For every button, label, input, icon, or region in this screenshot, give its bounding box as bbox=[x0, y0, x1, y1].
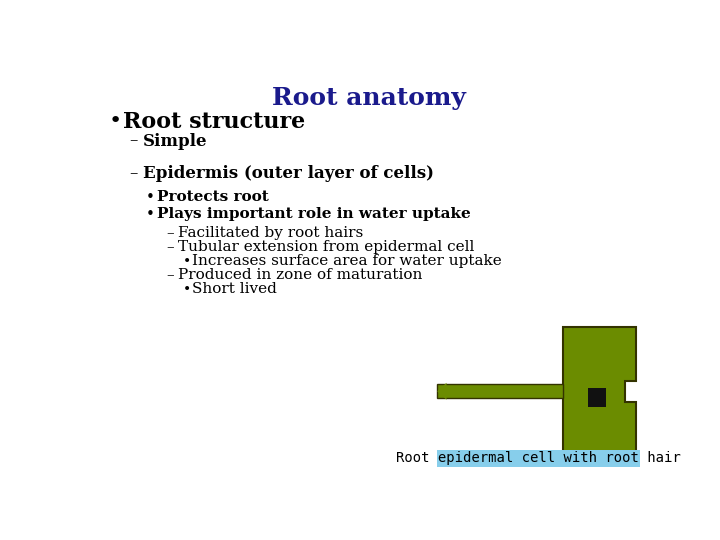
Text: –: – bbox=[129, 132, 137, 150]
Text: –: – bbox=[129, 165, 137, 182]
Text: –: – bbox=[166, 226, 174, 240]
Text: •: • bbox=[183, 254, 192, 268]
Text: Plays important role in water uptake: Plays important role in water uptake bbox=[157, 207, 470, 221]
Text: •: • bbox=[145, 207, 155, 222]
Text: •: • bbox=[109, 111, 122, 131]
Text: Facilitated by root hairs: Facilitated by root hairs bbox=[179, 226, 364, 240]
Text: Root epidermal cell with root hair: Root epidermal cell with root hair bbox=[396, 451, 681, 465]
Text: –: – bbox=[166, 240, 174, 254]
Text: Simple: Simple bbox=[143, 132, 207, 150]
Text: Short lived: Short lived bbox=[192, 282, 277, 296]
Bar bbox=[588, 388, 606, 407]
Text: Root structure: Root structure bbox=[122, 111, 305, 133]
Text: Produced in zone of maturation: Produced in zone of maturation bbox=[179, 268, 423, 282]
Text: •: • bbox=[145, 190, 155, 205]
Text: –: – bbox=[166, 268, 174, 282]
Bar bbox=[437, 450, 640, 467]
Text: Root anatomy: Root anatomy bbox=[272, 86, 466, 110]
Text: •: • bbox=[183, 282, 192, 296]
Polygon shape bbox=[563, 327, 636, 461]
Text: Protects root: Protects root bbox=[157, 190, 269, 204]
Bar bbox=[437, 384, 563, 398]
Text: Tubular extension from epidermal cell: Tubular extension from epidermal cell bbox=[179, 240, 474, 254]
Text: Epidermis (outer layer of cells): Epidermis (outer layer of cells) bbox=[143, 165, 433, 182]
Polygon shape bbox=[437, 383, 446, 400]
Text: Increases surface area for water uptake: Increases surface area for water uptake bbox=[192, 254, 502, 268]
